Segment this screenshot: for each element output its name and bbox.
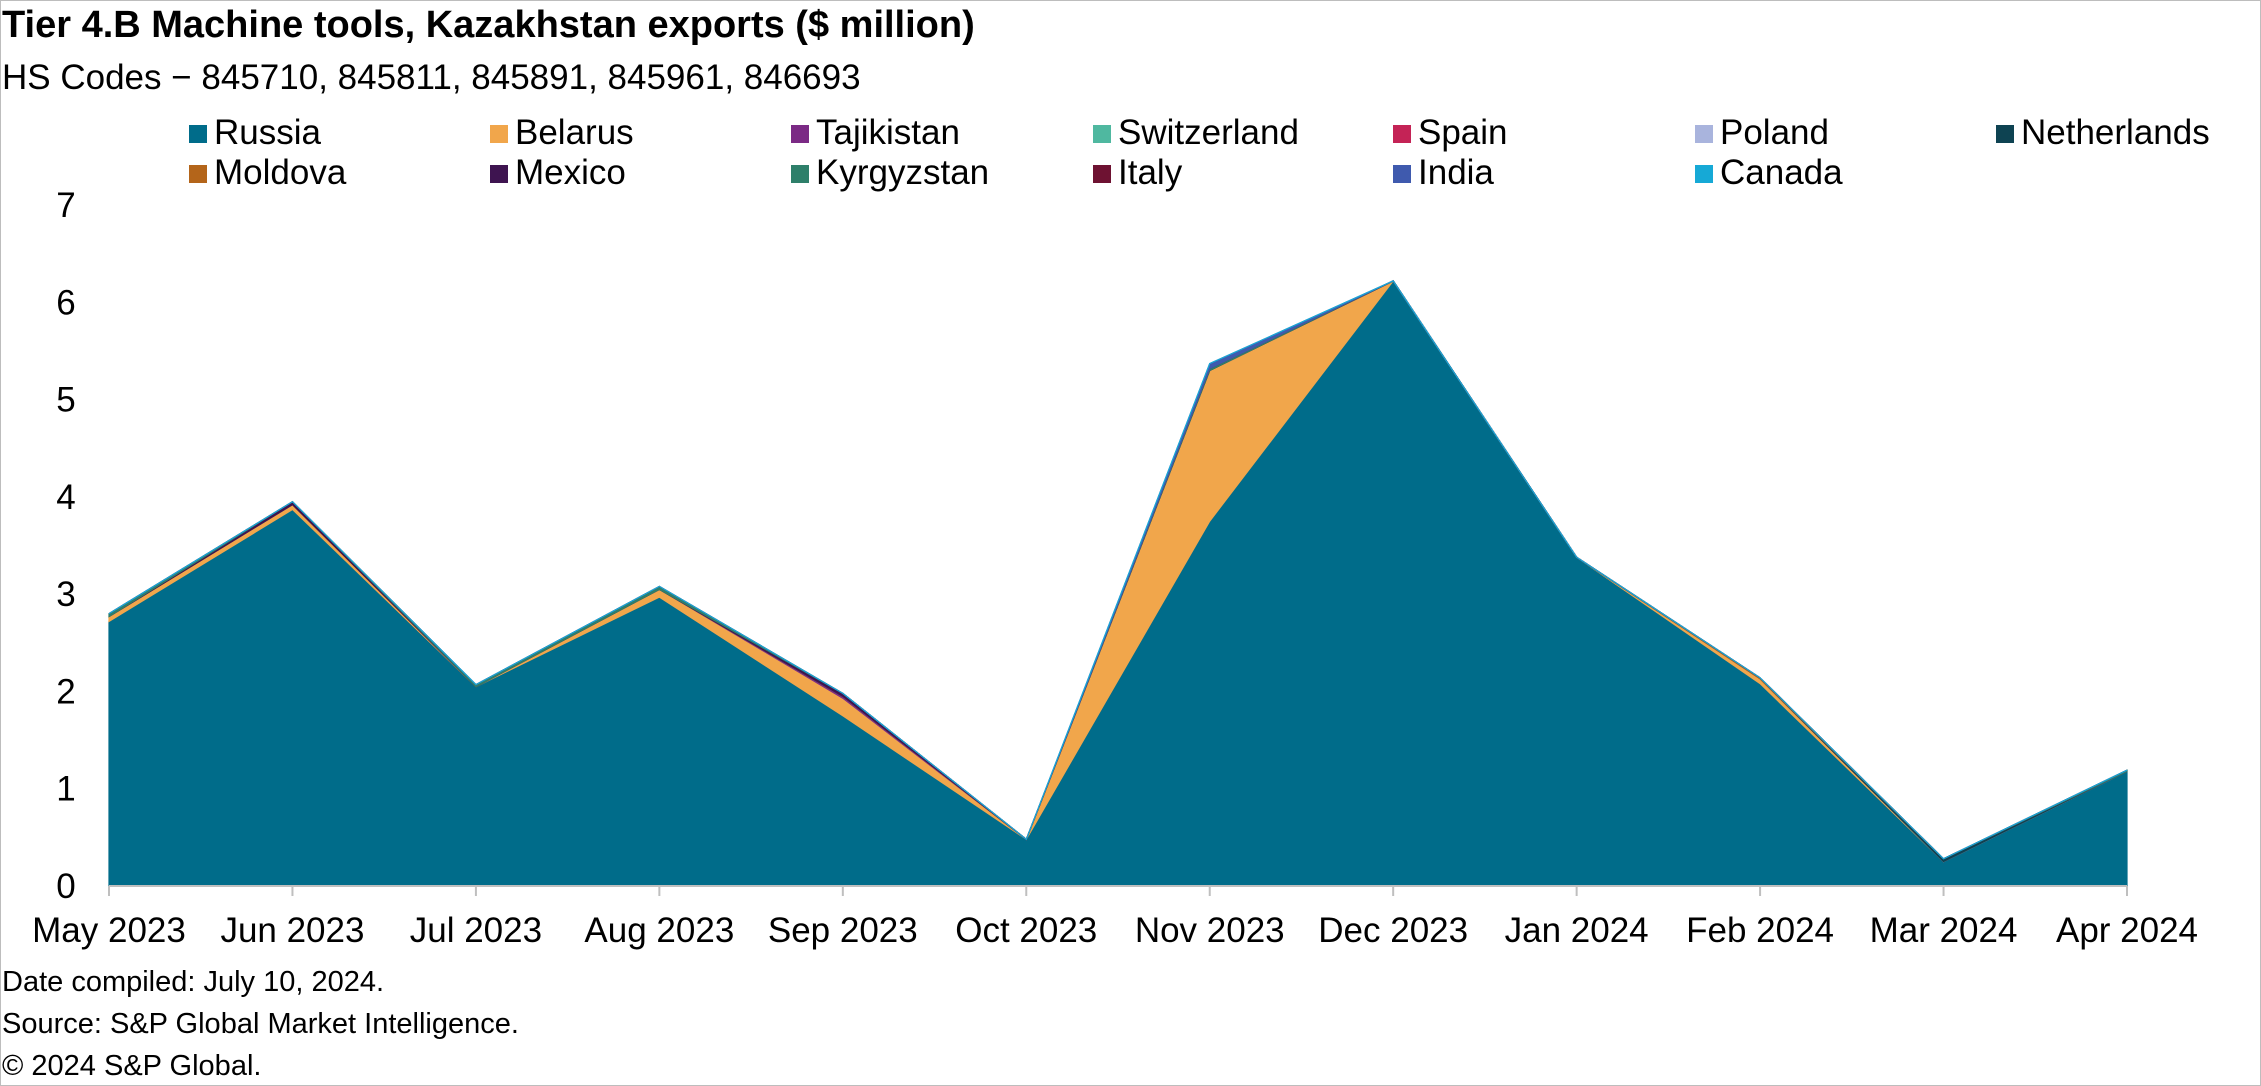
chart-subtitle: HS Codes − 845710, 845811, 845891, 84596… — [2, 58, 861, 97]
legend-swatch — [1093, 165, 1111, 183]
y-tick-label: 3 — [56, 575, 75, 614]
x-tick-label: Sep 2023 — [768, 911, 918, 950]
legend-label: Mexico — [515, 153, 626, 192]
x-tick-label: Jan 2024 — [1505, 911, 1649, 950]
legend-label: Poland — [1720, 113, 1829, 152]
axes-group: May 2023 Jun 2023 Jul 2023 Aug 2023 Sep 2023… — [32, 186, 2198, 950]
legend-label: Canada — [1720, 153, 1843, 192]
y-tick-label: 2 — [56, 672, 75, 711]
area-russia — [108, 279, 2128, 887]
legend-label: Belarus — [515, 113, 634, 152]
x-tick-label: May 2023 — [32, 911, 186, 950]
legend-swatch — [791, 125, 809, 143]
legend-label: Netherlands — [2021, 113, 2210, 152]
legend-label: Tajikistan — [816, 113, 960, 152]
date-compiled-note: Date compiled: July 10, 2024. — [2, 966, 385, 998]
copyright-note: © 2024 S&P Global. — [2, 1050, 262, 1082]
legend-swatch — [1393, 125, 1411, 143]
x-tick-label: Jun 2023 — [220, 911, 364, 950]
legend-label: India — [1418, 153, 1494, 192]
legend-label: Russia — [214, 113, 321, 152]
legend-swatch — [1996, 125, 2014, 143]
legend-swatch — [189, 125, 207, 143]
x-tick-label: Nov 2023 — [1135, 911, 1285, 950]
legend-swatch — [1695, 165, 1713, 183]
legend-swatch — [1093, 125, 1111, 143]
chart-title: Tier 4.B Machine tools, Kazakhstan expor… — [2, 4, 975, 46]
legend-swatch — [490, 165, 508, 183]
legend-swatch — [490, 125, 508, 143]
legend-swatch — [791, 165, 809, 183]
x-tick-label: Jul 2023 — [410, 911, 542, 950]
legend-label: Moldova — [214, 153, 347, 192]
legend-label: Kyrgyzstan — [816, 153, 990, 192]
x-tick-label: Oct 2023 — [955, 911, 1097, 950]
y-tick-label: 5 — [56, 381, 75, 420]
legend-swatch — [1393, 165, 1411, 183]
legend-label: Italy — [1118, 153, 1183, 192]
area-series-group — [108, 279, 2128, 887]
legend-label: Switzerland — [1118, 113, 1299, 152]
legend-swatch — [189, 165, 207, 183]
x-tick-label: Apr 2024 — [2056, 911, 2198, 950]
y-tick-label: 1 — [56, 770, 75, 809]
y-tick-label: 7 — [56, 186, 75, 225]
x-tick-label: Aug 2023 — [584, 911, 734, 950]
x-tick-label: Mar 2024 — [1870, 911, 2018, 950]
legend-swatch — [1695, 125, 1713, 143]
y-tick-label: 4 — [56, 478, 75, 517]
source-note: Source: S&P Global Market Intelligence. — [2, 1008, 519, 1040]
x-tick-label: Feb 2024 — [1686, 911, 1834, 950]
x-tick-label: Dec 2023 — [1318, 911, 1468, 950]
y-tick-label: 6 — [56, 283, 75, 322]
area-canada — [108, 280, 2128, 860]
legend-label: Spain — [1418, 113, 1508, 152]
y-tick-label: 0 — [56, 867, 75, 906]
